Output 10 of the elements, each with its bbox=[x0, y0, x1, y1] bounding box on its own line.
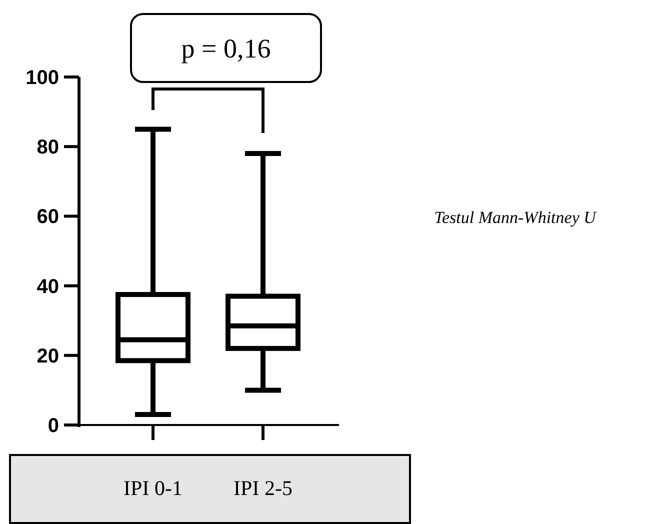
x-tick-label: IPI 0-1 bbox=[124, 476, 182, 500]
y-tick-label: 60 bbox=[36, 206, 59, 228]
y-tick-label: 80 bbox=[36, 136, 59, 159]
y-tick-label: 0 bbox=[48, 415, 59, 437]
y-tick-label: 100 bbox=[26, 67, 59, 89]
text: p = 0,16 bbox=[181, 33, 271, 64]
text: Testul Mann-Whitney U bbox=[434, 208, 598, 227]
x-tick-label: IPI 2-5 bbox=[234, 476, 292, 500]
y-tick-label: 20 bbox=[36, 345, 59, 368]
y-tick-label: 40 bbox=[36, 276, 59, 298]
